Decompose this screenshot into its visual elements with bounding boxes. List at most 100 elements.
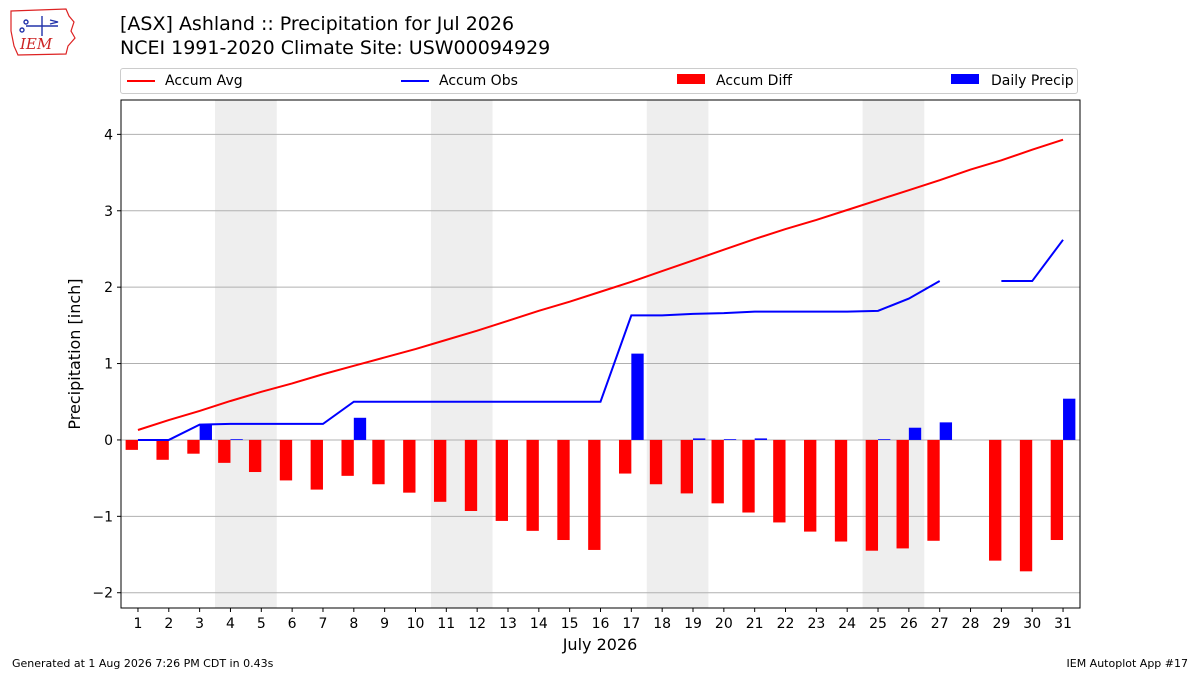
title-line-2: NCEI 1991-2020 Climate Site: USW00094929 <box>120 37 551 59</box>
x-tick-label: 20 <box>715 616 733 632</box>
x-tick-label: 22 <box>777 616 795 632</box>
accum-diff-bar <box>526 439 539 531</box>
accum-diff-bar <box>1050 439 1064 541</box>
accum-diff-bar <box>865 439 879 551</box>
accum-diff-bar <box>187 439 200 454</box>
x-tick-label: 13 <box>499 616 517 632</box>
y-tick-label: 1 <box>104 357 113 373</box>
x-tick-label: 17 <box>622 616 640 632</box>
daily-precip-bar <box>230 439 243 440</box>
x-tick-label: 10 <box>407 616 425 632</box>
y-tick-label: 3 <box>104 204 113 220</box>
x-tick-label: 15 <box>561 616 579 632</box>
daily-precip-bars <box>199 353 1076 440</box>
x-tick-label: 4 <box>226 616 235 632</box>
accum-diff-bar <box>372 439 385 485</box>
accum-diff-bar <box>619 439 632 474</box>
daily-precip-bar <box>723 439 737 440</box>
legend-label-accum-diff: Accum Diff <box>716 73 793 89</box>
legend-swatch-accum-avg <box>127 80 155 82</box>
accum-diff-bar <box>711 439 724 504</box>
x-tick-label: 7 <box>319 616 328 632</box>
accum-diff-bar <box>896 439 909 549</box>
x-axis-label: July 2026 <box>562 635 638 654</box>
accum-diff-bars <box>125 439 1064 572</box>
accum-diff-bar <box>588 439 601 550</box>
x-tick-label: 14 <box>530 616 548 632</box>
y-tick-label: −2 <box>92 586 113 602</box>
accum-diff-bar <box>649 439 663 485</box>
app-credit: IEM Autoplot App #17 <box>1066 657 1189 670</box>
accum-obs-line <box>137 280 941 441</box>
x-tick-label: 8 <box>349 616 358 632</box>
legend-swatch-accum-obs <box>401 80 429 82</box>
y-tick-label: −1 <box>92 509 113 525</box>
accum-diff-bar <box>834 439 848 542</box>
legend-label-accum-obs: Accum Obs <box>439 73 518 89</box>
accum-diff-bar <box>804 439 817 532</box>
x-tick-label: 29 <box>992 616 1010 632</box>
y-axis-ticks: −2 −1 0 1 2 3 4 <box>92 127 121 602</box>
x-tick-label: 27 <box>931 616 949 632</box>
daily-precip-bar <box>631 353 644 440</box>
chart-legend: Accum Avg Accum Obs Accum Diff Daily Pre… <box>120 68 1078 94</box>
y-tick-label: 2 <box>104 280 113 296</box>
weekend-band <box>430 100 493 608</box>
accum-diff-bar <box>218 439 231 463</box>
daily-precip-bar <box>1063 398 1076 440</box>
accum-diff-bar <box>557 439 570 541</box>
iem-logo: IEM <box>10 8 76 56</box>
daily-precip-bar <box>908 427 922 440</box>
accum-diff-bar <box>927 439 940 541</box>
daily-precip-bar <box>693 438 706 440</box>
title-line-1: [ASX] Ashland :: Precipitation for Jul 2… <box>120 13 515 35</box>
accum-diff-bar <box>464 439 478 511</box>
accum-diff-bar <box>310 439 323 490</box>
accum-diff-bar <box>773 439 786 523</box>
accum-diff-bar <box>341 439 354 476</box>
accum-diff-bar <box>403 439 416 493</box>
accum-diff-bar <box>279 439 293 481</box>
weekend-bands <box>215 100 925 608</box>
chart-title: [ASX] Ashland :: Precipitation for Jul 2… <box>120 12 550 60</box>
weekend-band <box>646 100 709 608</box>
accum-diff-bar <box>156 439 169 460</box>
generated-timestamp: Generated at 1 Aug 2026 7:26 PM CDT in 0… <box>12 657 274 670</box>
x-tick-label: 6 <box>288 616 297 632</box>
daily-precip-bar <box>353 417 367 440</box>
accum-diff-bar <box>1019 439 1033 572</box>
weather-station-icon <box>19 16 59 36</box>
accum-diff-bar <box>742 439 755 513</box>
x-tick-label: 26 <box>900 616 918 632</box>
legend-label-daily-precip: Daily Precip <box>991 73 1074 89</box>
x-tick-label: 1 <box>133 616 142 632</box>
daily-precip-bar <box>754 438 768 440</box>
legend-swatch-daily-precip <box>951 74 979 84</box>
x-tick-label: 5 <box>257 616 266 632</box>
x-tick-label: 21 <box>746 616 764 632</box>
x-tick-label: 31 <box>1054 616 1072 632</box>
logo-text: IEM <box>19 35 53 53</box>
x-tick-label: 19 <box>684 616 702 632</box>
x-tick-label: 16 <box>592 616 610 632</box>
x-tick-label: 2 <box>164 616 173 632</box>
y-tick-label: 4 <box>104 127 113 143</box>
daily-precip-bar <box>199 424 212 440</box>
accum-diff-bar <box>433 439 447 502</box>
y-axis-label: Precipitation [inch] <box>65 278 84 429</box>
x-tick-label: 3 <box>195 616 204 632</box>
x-tick-label: 9 <box>380 616 389 632</box>
accum-obs-line <box>1001 239 1064 283</box>
legend-label-accum-avg: Accum Avg <box>165 73 243 89</box>
accum-diff-bar <box>989 439 1002 561</box>
x-tick-label: 18 <box>653 616 671 632</box>
accum-diff-bar <box>495 439 508 521</box>
accum-diff-bar <box>248 439 262 473</box>
x-tick-label: 25 <box>869 616 887 632</box>
daily-precip-bar <box>878 439 891 440</box>
series-lines <box>137 138 1064 441</box>
x-tick-label: 12 <box>468 616 486 632</box>
y-tick-label: 0 <box>104 433 113 449</box>
legend-swatch-accum-diff <box>677 74 705 84</box>
weekend-band <box>215 100 277 608</box>
